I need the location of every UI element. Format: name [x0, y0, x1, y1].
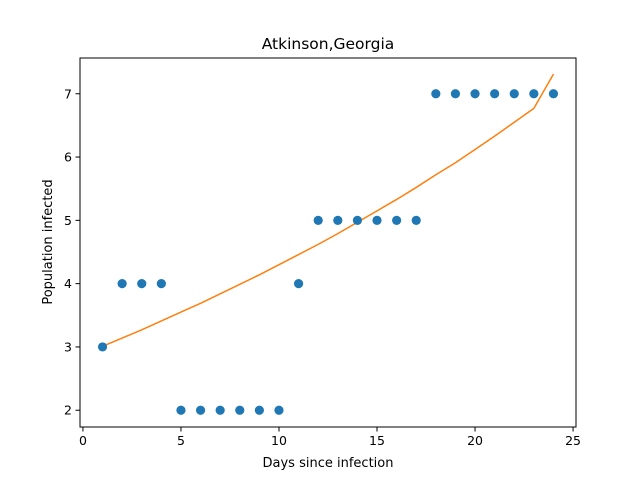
y-tick-label: 3 [64, 339, 72, 354]
x-tick-label: 10 [271, 433, 287, 448]
data-point [235, 405, 245, 415]
data-point [137, 279, 147, 289]
data-point [156, 279, 166, 289]
data-point [392, 215, 402, 225]
data-point [333, 215, 343, 225]
data-point [450, 89, 461, 99]
y-axis-label: Population infected [41, 179, 56, 304]
data-point [470, 89, 480, 99]
x-tick-label: 0 [79, 433, 87, 448]
x-tick-label: 25 [565, 433, 581, 448]
data-point [195, 405, 206, 415]
y-tick-label: 6 [64, 150, 72, 165]
x-tick-label: 5 [177, 433, 185, 448]
data-point [97, 342, 108, 352]
data-point [293, 279, 304, 289]
data-point [431, 89, 441, 99]
chart-title: Atkinson,Georgia [262, 35, 395, 53]
data-point [254, 405, 264, 415]
data-point [529, 89, 539, 99]
y-tick-label: 7 [64, 86, 72, 101]
data-point [372, 215, 382, 225]
y-tick-label: 2 [64, 403, 72, 418]
plot-area: 0 5 10 15 20 25 2 3 4 5 6 7 [64, 57, 581, 448]
data-point [176, 405, 186, 415]
data-point [352, 215, 363, 225]
data-point [117, 279, 127, 289]
x-axis-label: Days since infection [263, 456, 394, 471]
data-point [411, 215, 421, 225]
axes-frame [79, 57, 577, 428]
fit-curve-line [102, 73, 555, 347]
y-tick-label: 5 [64, 213, 72, 228]
data-point [274, 405, 284, 415]
data-point [509, 89, 519, 99]
y-tick-label: 4 [64, 276, 72, 291]
data-point [490, 89, 500, 99]
data-point [215, 405, 225, 415]
x-tick-label: 15 [369, 433, 385, 448]
data-point [313, 215, 323, 225]
data-point [548, 89, 559, 99]
x-tick-label: 20 [467, 433, 483, 448]
